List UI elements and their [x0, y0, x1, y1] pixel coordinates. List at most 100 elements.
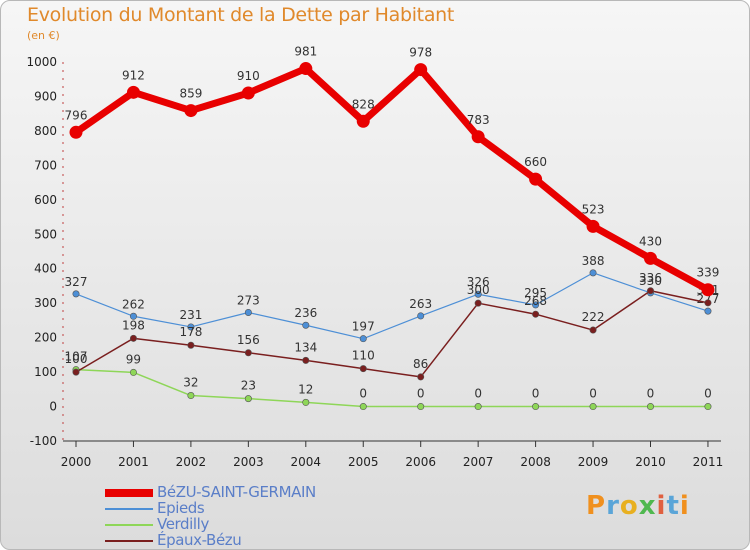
data-label: 339	[696, 266, 719, 280]
data-label: 178	[179, 325, 202, 339]
data-point	[417, 373, 425, 381]
unit-label: (en €)	[27, 29, 60, 42]
y-tick-label: 500	[34, 227, 57, 241]
data-point	[414, 63, 428, 77]
data-label: 107	[65, 350, 88, 364]
data-point	[359, 403, 367, 411]
data-point	[646, 403, 654, 411]
data-label: 0	[417, 387, 425, 401]
data-label: 981	[294, 45, 317, 59]
data-label: 430	[639, 234, 662, 248]
data-label: 910	[237, 69, 260, 83]
y-tick-label: 100	[34, 365, 57, 379]
data-label: 523	[582, 202, 605, 216]
data-point	[474, 403, 482, 411]
y-tick-label: 300	[34, 296, 57, 310]
legend-label: Épaux-Bézu	[157, 531, 242, 549]
data-label: 326	[467, 275, 490, 289]
data-point	[244, 395, 252, 403]
proxiti-logo: Proxiti	[586, 491, 690, 521]
x-tick-label: 2002	[176, 455, 207, 469]
data-label: 330	[639, 274, 662, 288]
y-tick-label: 600	[34, 193, 57, 207]
series--paux-b-zu: 10019817815613411086300268222336301	[65, 271, 719, 381]
data-label: 327	[65, 275, 88, 289]
x-tick-label: 2008	[520, 455, 551, 469]
data-label: 0	[589, 387, 597, 401]
y-tick-label: 400	[34, 262, 57, 276]
x-tick-label: 2007	[463, 455, 494, 469]
chart-title: Evolution du Montant de la Dette par Hab…	[27, 4, 455, 26]
data-label: 0	[532, 387, 540, 401]
data-point	[474, 290, 482, 298]
data-label: 336	[639, 271, 662, 285]
data-label: 23	[241, 379, 256, 393]
data-point	[646, 287, 654, 295]
legend-label: Verdilly	[157, 515, 209, 533]
series-layer: 327 262 231 273 236 197 263 326 295 388 330 277 107 9…	[65, 45, 719, 411]
data-label: 156	[237, 333, 260, 347]
data-label: 796	[65, 108, 88, 122]
legend-label: Epieds	[157, 499, 205, 517]
x-tick-label: 2009	[578, 455, 609, 469]
data-point	[72, 368, 80, 376]
data-label: 660	[524, 155, 547, 169]
data-label: 100	[65, 352, 88, 366]
data-point	[299, 62, 313, 76]
data-point	[302, 398, 310, 406]
data-point	[471, 130, 485, 144]
x-tick-label: 2001	[118, 455, 149, 469]
data-label: 859	[179, 87, 202, 101]
y-tick-label: 700	[34, 158, 57, 172]
data-label: 236	[294, 306, 317, 320]
data-point	[704, 403, 712, 411]
data-label: 277	[696, 292, 719, 306]
data-point	[532, 301, 540, 309]
legend-label: BéZU-SAINT-GERMAIN	[157, 483, 316, 501]
data-point	[704, 299, 712, 307]
series-verdilly: 107 99 32 23 12 0 0 0 0 0 0 0	[65, 350, 712, 411]
data-point	[532, 310, 540, 318]
data-label: 110	[352, 349, 375, 363]
data-point	[589, 269, 597, 277]
y-tick-label: 0	[49, 400, 57, 414]
y-tick-label: 900	[34, 89, 57, 103]
data-point	[589, 326, 597, 334]
data-point	[644, 251, 657, 265]
data-label: 263	[409, 297, 432, 311]
data-point	[241, 86, 255, 100]
data-label: 198	[122, 318, 145, 332]
data-label: 828	[352, 97, 375, 111]
legend-swatch	[105, 540, 153, 542]
data-label: 300	[467, 283, 490, 297]
x-tick-label: 2000	[61, 455, 92, 469]
y-tick-label: 800	[34, 124, 57, 138]
data-label: 0	[474, 387, 482, 401]
x-tick-label: 2011	[693, 455, 724, 469]
data-label: 134	[294, 340, 317, 354]
data-label: 783	[467, 113, 490, 127]
data-label: 231	[179, 308, 202, 322]
data-point	[129, 368, 137, 376]
data-label: 912	[122, 68, 145, 82]
data-point	[187, 392, 195, 400]
data-point	[589, 403, 597, 411]
y-tick-label: -100	[30, 434, 57, 448]
data-point	[704, 307, 712, 315]
legend-swatch	[105, 489, 153, 497]
data-label: 268	[524, 294, 547, 308]
x-tick-label: 2004	[291, 455, 322, 469]
data-label: 0	[647, 387, 655, 401]
legend-swatch	[105, 508, 153, 510]
series-line	[75, 290, 709, 378]
y-tick-label: 1000	[26, 55, 57, 69]
series-epieds: 327 262 231 273 236 197 263 326 295 388 330 277	[65, 254, 719, 343]
axes: -100010020030040050060070080090010002000…	[26, 55, 723, 469]
data-point	[417, 403, 425, 411]
data-label: 197	[352, 320, 375, 334]
data-point	[474, 299, 482, 307]
data-label: 0	[359, 387, 367, 401]
data-point	[302, 321, 310, 329]
data-point	[244, 308, 252, 316]
